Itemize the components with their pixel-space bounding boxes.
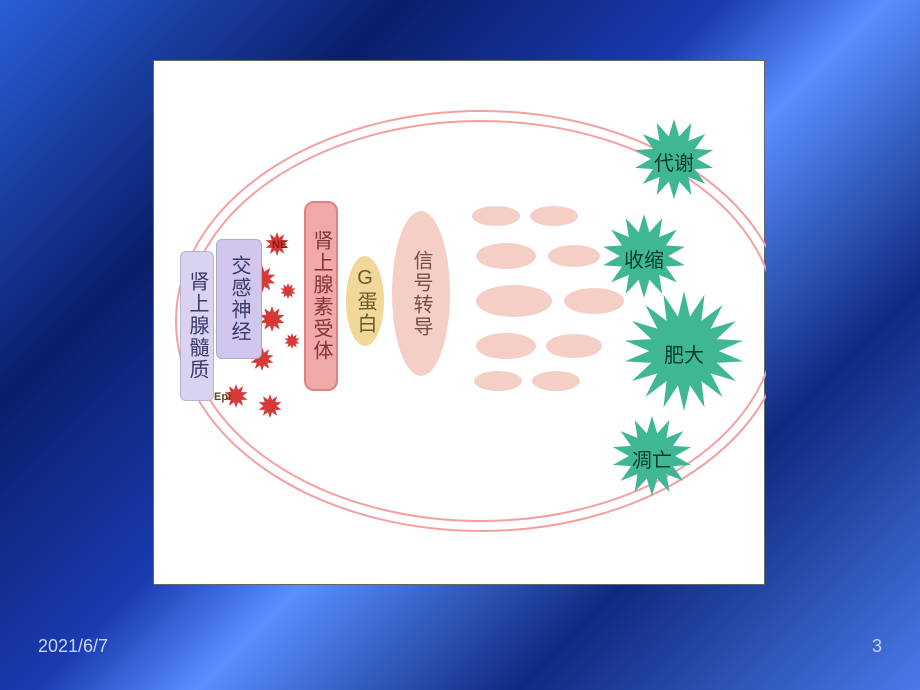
g-protein-ellipse: G蛋白 bbox=[346, 256, 384, 346]
g-protein-label: G蛋白 bbox=[355, 267, 375, 335]
burst-label: 凋亡 bbox=[627, 444, 677, 473]
epi-label: Epi bbox=[214, 391, 231, 403]
ne-label: NE bbox=[272, 239, 287, 251]
footer-date: 2021/6/7 bbox=[38, 636, 108, 657]
sympathetic-nerve-box: 交感神经 bbox=[216, 239, 262, 359]
signal-transduction-ellipse: 信号转导 bbox=[392, 211, 450, 376]
burst-label: 代谢 bbox=[649, 147, 699, 176]
receptor-label: 肾上腺素受体 bbox=[311, 230, 331, 362]
sympathetic-nerve-label: 交感神经 bbox=[229, 255, 249, 343]
diagram-panel: 肾上腺髓质 交感神经 NE Epi 肾上腺素受体 G蛋白 信号转导 代谢收缩肥大… bbox=[153, 60, 765, 585]
receptor-box: 肾上腺素受体 bbox=[304, 201, 338, 391]
slide: 肾上腺髓质 交感神经 NE Epi 肾上腺素受体 G蛋白 信号转导 代谢收缩肥大… bbox=[0, 0, 920, 690]
adrenal-medulla-label: 肾上腺髓质 bbox=[187, 271, 207, 381]
footer-page-number: 3 bbox=[872, 636, 882, 657]
burst-label: 收缩 bbox=[619, 244, 669, 273]
burst-label: 肥大 bbox=[659, 339, 709, 368]
signal-transduction-label: 信号转导 bbox=[411, 250, 431, 338]
adrenal-medulla-box: 肾上腺髓质 bbox=[180, 251, 214, 401]
